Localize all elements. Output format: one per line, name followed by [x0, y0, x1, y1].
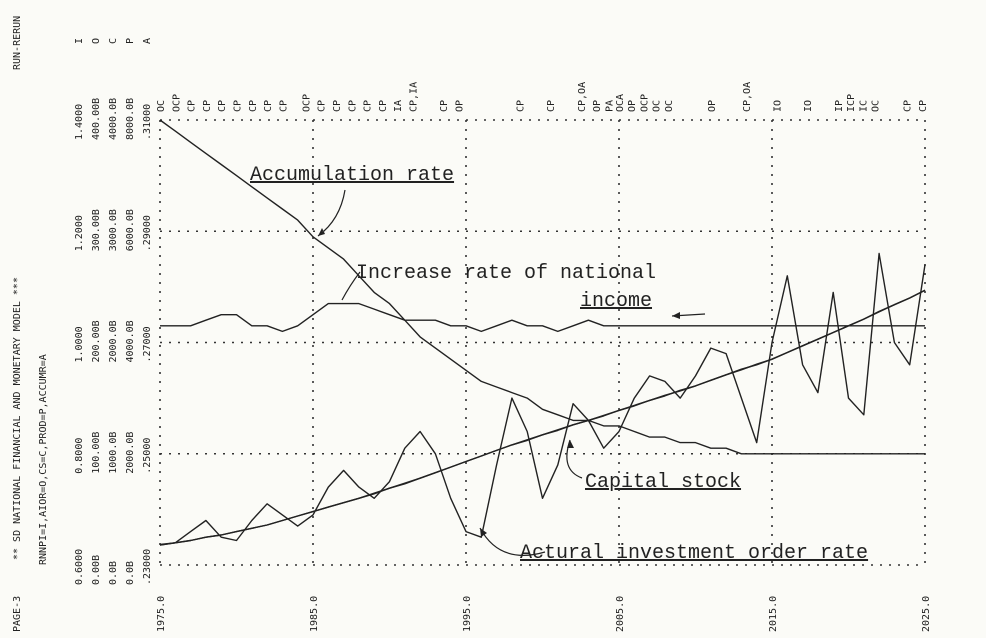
- y-tick-label: 1.0000: [74, 326, 85, 362]
- annotation: Actural investment order rate: [520, 542, 868, 565]
- y-tick-label: 0.00B: [91, 555, 102, 585]
- y-tick-label: 0.6000: [74, 549, 85, 585]
- overlap-mark: CP: [546, 100, 557, 112]
- y-tick-label: 100.00B: [91, 432, 102, 474]
- overlap-mark: OC: [871, 100, 882, 112]
- y-tick-label: 6000.0B: [125, 209, 136, 251]
- x-tick-label: 2015.0: [768, 596, 779, 632]
- chart-title: ** SD NATIONAL FINANCIAL AND MONETARY MO…: [12, 277, 23, 560]
- legend-entry: O: [91, 38, 102, 44]
- y-tick-label: 8000.0B: [125, 98, 136, 140]
- y-tick-label: 400.00B: [91, 98, 102, 140]
- arrowhead: [318, 228, 325, 236]
- y-tick-label: 1.2000: [74, 215, 85, 251]
- legend-entry: P: [125, 38, 136, 44]
- overlap-mark: OP: [454, 100, 465, 112]
- overlap-mark: CP: [278, 100, 289, 112]
- legend-entry: C: [108, 38, 119, 44]
- overlap-mark: CP: [363, 100, 374, 112]
- overlap-mark: CP: [317, 100, 328, 112]
- y-tick-label: 0.0B: [108, 561, 119, 585]
- overlap-mark: IO: [803, 100, 814, 112]
- y-tick-label: 0.0B: [125, 561, 136, 585]
- series-line: [160, 302, 925, 333]
- arrow: [479, 527, 546, 556]
- arrowhead: [567, 440, 574, 448]
- y-tick-label: 4000.0B: [125, 320, 136, 362]
- y-tick-label: 2000.0B: [125, 432, 136, 474]
- run-label: RUN-RERUN: [12, 16, 23, 70]
- overlap-mark: OP: [707, 100, 718, 112]
- overlap-mark: CP: [918, 100, 929, 112]
- overlap-mark: CP,IA: [408, 82, 419, 112]
- arrowhead: [672, 312, 680, 319]
- overlap-mark: IC: [858, 100, 869, 112]
- overlap-mark: PA: [604, 100, 615, 112]
- overlap-mark: OP: [592, 100, 603, 112]
- annotation: income: [580, 290, 652, 313]
- overlap-mark: OCP: [639, 94, 650, 112]
- overlap-mark: CP,OA: [577, 82, 588, 112]
- y-tick-label: 300.00B: [91, 209, 102, 251]
- x-tick-label: 1975.0: [156, 596, 167, 632]
- overlap-mark: ICP: [846, 94, 857, 112]
- y-tick-label: .23000: [142, 549, 153, 585]
- overlap-mark: CP: [903, 100, 914, 112]
- overlap-mark: CP: [233, 100, 244, 112]
- overlap-mark: OCP: [171, 94, 182, 112]
- page-label: PAGE-3: [12, 596, 23, 632]
- overlap-mark: OCP: [301, 94, 312, 112]
- overlap-mark: IO: [773, 100, 784, 112]
- overlap-mark: CP: [347, 100, 358, 112]
- y-tick-label: 2000.0B: [108, 320, 119, 362]
- overlap-mark: OC: [652, 100, 663, 112]
- x-tick-label: 1985.0: [309, 596, 320, 632]
- y-tick-label: .31000: [142, 104, 153, 140]
- annotation: Increase rate of national: [356, 262, 656, 285]
- x-tick-label: 1995.0: [462, 596, 473, 632]
- overlap-mark: OC: [664, 100, 675, 112]
- y-tick-label: 200.00B: [91, 320, 102, 362]
- y-tick-label: 3000.0B: [108, 209, 119, 251]
- overlap-mark: CP: [439, 100, 450, 112]
- y-tick-label: 0.8000: [74, 438, 85, 474]
- series-key: RNNPI=I,AIOR=O,CS=C,PROD=P,ACCUMR=A: [38, 354, 49, 565]
- overlap-mark: IP: [834, 100, 845, 112]
- legend-entry: I: [74, 38, 85, 44]
- annotation: Accumulation rate: [250, 164, 454, 187]
- x-tick-label: 2025.0: [921, 596, 932, 632]
- series-line: [159, 119, 925, 455]
- overlap-mark: OC: [156, 100, 167, 112]
- overlap-mark: IA: [393, 100, 404, 112]
- y-tick-label: 1.4000: [74, 104, 85, 140]
- overlap-mark: CP: [187, 100, 198, 112]
- overlap-mark: CP: [378, 100, 389, 112]
- y-tick-label: 4000.0B: [108, 98, 119, 140]
- overlap-mark: OP: [627, 100, 638, 112]
- overlap-mark: OCA: [615, 94, 626, 112]
- overlap-mark: CP: [217, 100, 228, 112]
- y-tick-label: 1000.0B: [108, 432, 119, 474]
- y-tick-label: .27000: [142, 326, 153, 362]
- overlap-mark: CP: [332, 100, 343, 112]
- overlap-mark: CP: [263, 100, 274, 112]
- series-line: [159, 289, 926, 546]
- overlap-mark: CP: [248, 100, 259, 112]
- overlap-mark: CP: [202, 100, 213, 112]
- legend-entry: A: [142, 38, 153, 44]
- overlap-mark: CP,OA: [742, 82, 753, 112]
- y-tick-label: .29000: [142, 215, 153, 251]
- x-tick-label: 2005.0: [615, 596, 626, 632]
- overlap-mark: CP: [516, 100, 527, 112]
- annotation: Capital stock: [585, 471, 741, 494]
- y-tick-label: .25000: [142, 438, 153, 474]
